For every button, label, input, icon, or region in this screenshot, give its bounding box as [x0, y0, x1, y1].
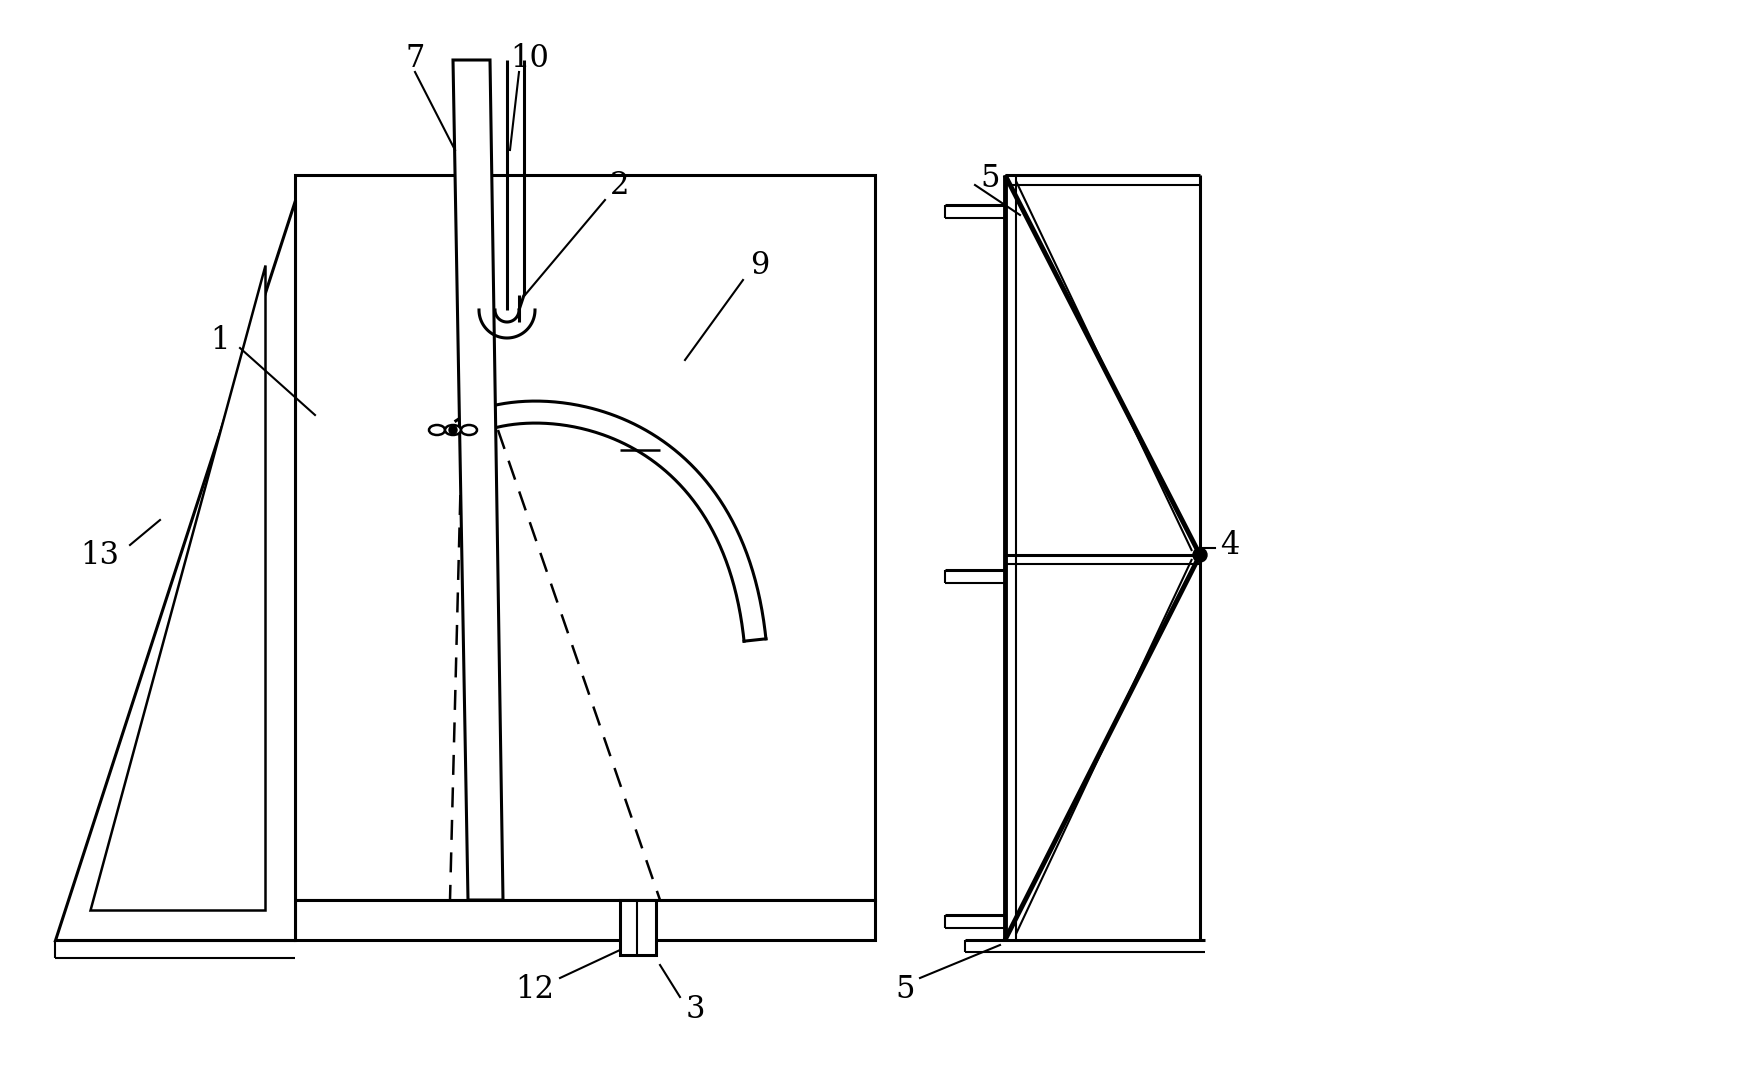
Text: 9: 9 — [751, 250, 770, 280]
Text: 13: 13 — [81, 540, 120, 571]
Text: 5: 5 — [896, 974, 915, 1006]
Text: 1: 1 — [210, 324, 229, 356]
Text: 2: 2 — [610, 169, 629, 201]
Text: 7: 7 — [405, 43, 425, 73]
Polygon shape — [90, 265, 264, 910]
Text: 12: 12 — [515, 974, 555, 1006]
Text: 10: 10 — [511, 43, 550, 73]
Polygon shape — [453, 60, 502, 900]
Bar — [621, 900, 656, 955]
Ellipse shape — [444, 425, 460, 435]
Ellipse shape — [428, 425, 444, 435]
Text: 5: 5 — [980, 163, 1000, 193]
Text: 4: 4 — [1220, 529, 1239, 561]
Circle shape — [1194, 548, 1208, 562]
Bar — [294, 900, 874, 940]
Bar — [294, 175, 874, 900]
Text: 3: 3 — [686, 995, 705, 1026]
Polygon shape — [55, 200, 294, 940]
Ellipse shape — [460, 425, 478, 435]
Circle shape — [450, 425, 457, 434]
